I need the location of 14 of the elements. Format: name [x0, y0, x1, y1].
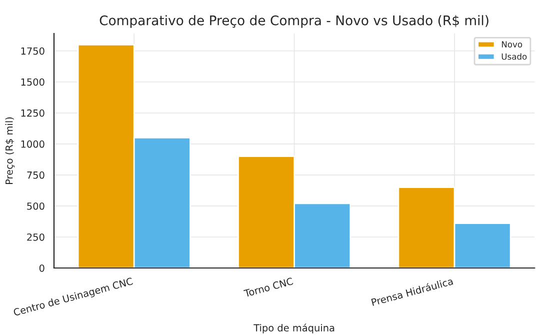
y-tick-label: 250 [27, 233, 44, 241]
y-tick-label: 500 [27, 202, 44, 210]
y-tick-label: 1000 [21, 140, 44, 148]
y-tick-label: 1500 [21, 78, 44, 86]
y-tick-label: 0 [39, 264, 44, 272]
y-tick-label: 1250 [21, 109, 44, 117]
y-tick-label: 750 [27, 171, 44, 179]
legend-label: Novo [502, 41, 522, 48]
chart-title: Comparativo de Preço de Compra - Novo vs Usado (R$ mil) [100, 15, 488, 28]
x-tick-label: Torno CNC [243, 277, 294, 298]
legend-label: Usado [502, 53, 527, 60]
y-axis-title: Preço (R$ mil) [5, 117, 15, 184]
y-tick-label: 1750 [21, 47, 44, 55]
x-axis-title: Tipo de máquina [254, 324, 334, 334]
